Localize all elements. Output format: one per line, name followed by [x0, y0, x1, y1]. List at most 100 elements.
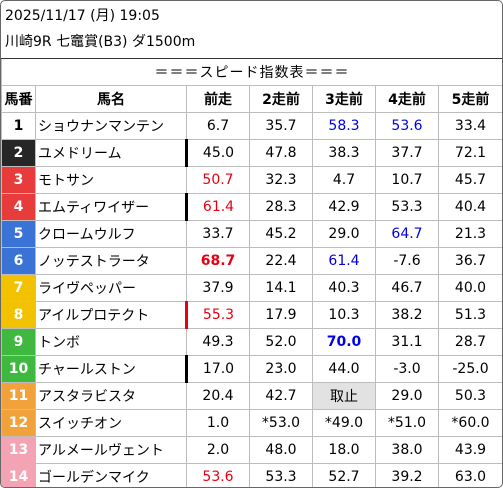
horse-name-cell: ゴールデンマイク	[35, 463, 187, 487]
race-3back-cell: 58.3	[312, 112, 376, 140]
horse-name-cell: アルメールヴェント	[35, 436, 187, 464]
race-4back-cell: 64.7	[375, 220, 439, 248]
race-3back-cell: 52.7	[312, 463, 376, 487]
column-header-last: 前走	[186, 85, 250, 113]
race-3back-cell: 61.4	[312, 247, 376, 275]
race-4back-cell: 46.7	[375, 274, 439, 302]
last-race-cell: 6.7	[186, 112, 250, 140]
race-4back-cell: 29.0	[375, 382, 439, 410]
table-row: 13 アルメールヴェント 2.0 48.0 18.0 38.0 43.9	[1, 436, 502, 464]
race-5back-cell: 36.7	[438, 247, 502, 275]
race-3back-cell: 29.0	[312, 220, 376, 248]
race-4back-cell: 38.2	[375, 301, 439, 329]
race-5back-cell: *60.0	[438, 409, 502, 437]
last-race-cell: 61.4	[186, 193, 250, 221]
race-4back-cell: 31.1	[375, 328, 439, 356]
horse-number-cell: 8	[1, 301, 36, 329]
horse-number-cell: 14	[1, 463, 36, 487]
horse-number-cell: 10	[1, 355, 36, 383]
race-2back-cell: 17.9	[249, 301, 313, 329]
horse-name-cell: モトサン	[35, 166, 187, 194]
race-3back-cell: 10.3	[312, 301, 376, 329]
horse-name-cell: ノッテストラータ	[35, 247, 187, 275]
horse-number-cell: 13	[1, 436, 36, 464]
last-race-cell: 17.0	[186, 355, 250, 383]
race-4back-cell: 37.7	[375, 139, 439, 167]
table-row: 7 ライヴペッパー 37.9 14.1 40.3 46.7 40.0	[1, 274, 502, 302]
race-2back-cell: 14.1	[249, 274, 313, 302]
race-5back-cell: 43.9	[438, 436, 502, 464]
horse-number-cell: 1	[1, 112, 36, 140]
table-row: 5 クロームウルフ 33.7 45.2 29.0 64.7 21.3	[1, 220, 502, 248]
race-4back-cell: 38.0	[375, 436, 439, 464]
race-2back-cell: 52.0	[249, 328, 313, 356]
race-5back-cell: 63.0	[438, 463, 502, 487]
table-row: 9 トンボ 49.3 52.0 70.0 31.1 28.7	[1, 328, 502, 356]
race-4back-cell: 39.2	[375, 463, 439, 487]
column-header-row: 馬番 馬名 前走 2走前 3走前 4走前 5走前	[1, 85, 502, 113]
last-race-cell: 50.7	[186, 166, 250, 194]
horse-name-cell: ライヴペッパー	[35, 274, 187, 302]
column-header-4back: 4走前	[375, 85, 439, 113]
race-3back-cell: 40.3	[312, 274, 376, 302]
last-race-cell: 45.0	[186, 139, 250, 167]
horse-number-cell: 5	[1, 220, 36, 248]
race-5back-cell: 45.7	[438, 166, 502, 194]
table-row: 12 スイッチオン 1.0 *53.0 *49.0 *51.0 *60.0	[1, 409, 502, 437]
race-5back-cell: 50.3	[438, 382, 502, 410]
race-5back-cell: 21.3	[438, 220, 502, 248]
race-4back-cell: 53.3	[375, 193, 439, 221]
race-3back-cell: 42.9	[312, 193, 376, 221]
race-2back-cell: 23.0	[249, 355, 313, 383]
race-5back-cell: -25.0	[438, 355, 502, 383]
race-5back-cell: 28.7	[438, 328, 502, 356]
horse-name-cell: アスタラビスタ	[35, 382, 187, 410]
datetime-label: 2025/11/17 (月) 19:05	[5, 8, 160, 24]
column-header-5back: 5走前	[438, 85, 502, 113]
last-race-cell: 55.3	[186, 301, 250, 329]
column-header-number: 馬番	[1, 85, 36, 113]
race-2back-cell: 48.0	[249, 436, 313, 464]
race-4back-cell: *51.0	[375, 409, 439, 437]
horse-number-cell: 11	[1, 382, 36, 410]
speed-index-table: ＝＝＝スピード指数表＝＝＝ 馬番 馬名 前走 2走前 3走前 4走前 5走前 1…	[1, 58, 502, 487]
last-race-cell: 20.4	[186, 382, 250, 410]
race-4back-cell: -3.0	[375, 355, 439, 383]
last-race-cell: 1.0	[186, 409, 250, 437]
last-race-cell: 68.7	[186, 247, 250, 275]
last-race-cell: 2.0	[186, 436, 250, 464]
horse-number-cell: 9	[1, 328, 36, 356]
race-3back-cell: 44.0	[312, 355, 376, 383]
race-2back-cell: 42.7	[249, 382, 313, 410]
table-row: 1 ショウナンマンテン 6.7 35.7 58.3 53.6 33.4	[1, 112, 502, 140]
race-4back-cell: 53.6	[375, 112, 439, 140]
race-2back-cell: 45.2	[249, 220, 313, 248]
race-2back-cell: 28.3	[249, 193, 313, 221]
horse-name-cell: スイッチオン	[35, 409, 187, 437]
last-race-cell: 33.7	[186, 220, 250, 248]
horse-name-cell: クロームウルフ	[35, 220, 187, 248]
race-5back-cell: 72.1	[438, 139, 502, 167]
table-banner-row: ＝＝＝スピード指数表＝＝＝	[1, 58, 502, 86]
race-3back-cell: 18.0	[312, 436, 376, 464]
race-2back-cell: 35.7	[249, 112, 313, 140]
table-row: 3 モトサン 50.7 32.3 4.7 10.7 45.7	[1, 166, 502, 194]
race-2back-cell: *53.0	[249, 409, 313, 437]
race-5back-cell: 40.4	[438, 193, 502, 221]
race-2back-cell: 47.8	[249, 139, 313, 167]
last-race-cell: 53.6	[186, 463, 250, 487]
table-row: 10 チャールストン 17.0 23.0 44.0 -3.0 -25.0	[1, 355, 502, 383]
last-race-cell: 37.9	[186, 274, 250, 302]
horse-name-cell: チャールストン	[35, 355, 188, 383]
horse-name-cell: トンボ	[35, 328, 187, 356]
column-header-2back: 2走前	[249, 85, 313, 113]
horse-name-cell: ユメドリーム	[35, 139, 188, 167]
table-row: 6 ノッテストラータ 68.7 22.4 61.4 -7.6 36.7	[1, 247, 502, 275]
race-2back-cell: 22.4	[249, 247, 313, 275]
column-header-name: 馬名	[35, 85, 187, 113]
race-2back-cell: 53.3	[249, 463, 313, 487]
horse-number-cell: 4	[1, 193, 36, 221]
race-3back-cell: 4.7	[312, 166, 376, 194]
race-4back-cell: -7.6	[375, 247, 439, 275]
